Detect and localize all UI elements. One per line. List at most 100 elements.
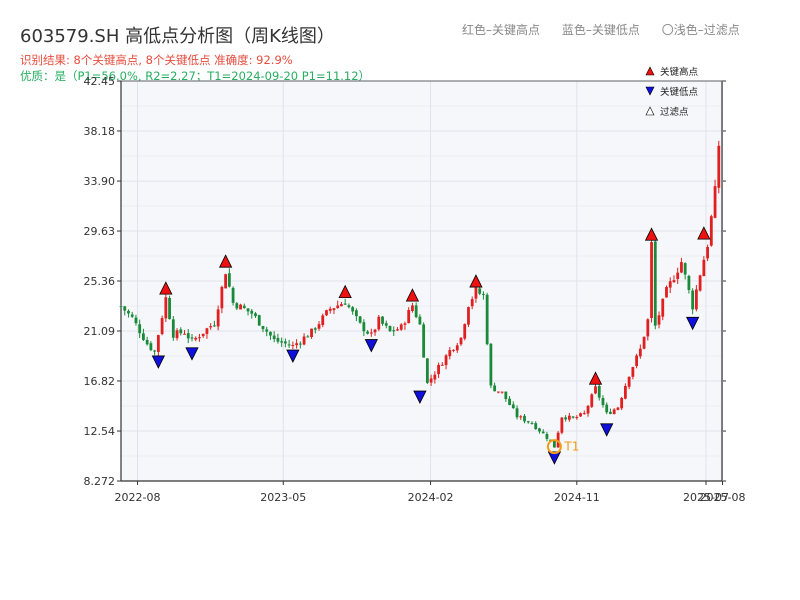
candle-body <box>164 297 168 319</box>
candle-body <box>407 310 411 324</box>
candle-body <box>399 324 403 330</box>
candle-body <box>560 417 564 433</box>
candle-body <box>231 287 235 303</box>
candle-body <box>586 405 590 414</box>
candle-body <box>717 145 721 188</box>
key-high-marker <box>405 288 420 302</box>
key-low-marker <box>286 349 300 363</box>
candle-body <box>138 324 142 334</box>
y-tick-label: 21.09 <box>84 325 116 338</box>
y-tick-label: 29.63 <box>84 225 116 238</box>
candle-body <box>171 319 175 338</box>
x-tick-label: 2022-08 <box>115 491 161 504</box>
candle-body <box>306 336 310 338</box>
color-legend: 红色–关键高点 蓝色–关键低点 〇浅色–过滤点 <box>462 21 758 38</box>
candle-body <box>145 339 149 345</box>
candle-body <box>186 333 190 339</box>
recognition-result: 识别结果: 8个关键高点, 8个关键低点 准确度: 92.9% <box>20 53 293 67</box>
candle-body <box>709 216 713 246</box>
candle-body <box>496 391 500 393</box>
candle-body <box>474 287 478 299</box>
candle-body <box>556 432 560 448</box>
candle-body <box>358 316 362 323</box>
candle-body <box>239 304 242 310</box>
x-tick-label: 2024-11 <box>554 491 600 504</box>
candle-body <box>201 333 205 337</box>
candle-body <box>123 306 127 311</box>
candle-body <box>485 294 489 345</box>
candle-body <box>579 413 582 417</box>
key-low-marker <box>151 355 166 369</box>
light-legend-text: 〇浅色–过滤点 <box>661 23 740 37</box>
candle-body <box>638 348 642 357</box>
key-high-marker <box>644 227 659 241</box>
candle-body <box>650 242 653 319</box>
candle-body <box>328 308 332 311</box>
candle-body <box>302 336 306 345</box>
candle-body <box>706 246 709 259</box>
candle-body <box>504 391 508 400</box>
key-low-marker <box>185 347 199 361</box>
y-tick-label: 8.272 <box>84 475 116 488</box>
candle-body <box>702 259 706 277</box>
candle-body <box>605 404 609 413</box>
candle-body <box>545 433 549 439</box>
key-high-marker <box>218 254 233 268</box>
candle-body <box>646 319 650 337</box>
candle-body <box>698 275 702 291</box>
candle-body <box>676 272 680 280</box>
candle-body <box>467 307 470 325</box>
candle-body <box>369 332 373 334</box>
candle-body <box>463 324 467 339</box>
candle-body <box>680 262 683 273</box>
candle-body <box>694 289 698 310</box>
candle-body <box>523 415 526 422</box>
quality-info: 优质：是（P1=56.0%, R2=2.27；T1=2024-09-20 P1=… <box>20 69 371 83</box>
candle-body <box>612 409 616 414</box>
candle-body <box>455 345 459 351</box>
candle-body <box>500 391 504 393</box>
candle-body <box>601 397 605 406</box>
candle-body <box>590 394 594 407</box>
candle-body <box>642 336 646 349</box>
candle-body <box>227 273 231 287</box>
candle-body <box>575 417 579 419</box>
candle-body <box>149 343 153 351</box>
candle-body <box>713 186 717 218</box>
key-high-marker <box>159 281 173 295</box>
candle-body <box>280 341 284 343</box>
candle-body <box>175 330 179 339</box>
candle-body <box>321 315 325 326</box>
candle-body <box>343 303 347 305</box>
candle-body <box>482 293 485 295</box>
candle-body <box>127 310 130 314</box>
key-low-marker <box>413 390 427 404</box>
candle-body <box>325 310 328 316</box>
candle-body <box>511 404 515 409</box>
candle-body <box>216 309 220 327</box>
candle-body <box>205 328 209 334</box>
candle-body <box>616 407 620 410</box>
candle-body <box>250 310 254 314</box>
y-tick-label: 38.18 <box>84 125 116 138</box>
candle-body <box>298 343 302 345</box>
y-tick-label: 25.36 <box>84 275 116 288</box>
candle-body <box>291 345 295 347</box>
candle-body <box>130 314 134 317</box>
candle-body <box>440 364 444 366</box>
candle-body <box>564 417 568 420</box>
candle-body <box>153 350 157 352</box>
candle-body <box>653 241 657 326</box>
candle-body <box>627 376 631 387</box>
key-low-marker <box>547 451 562 465</box>
candle-body <box>340 304 343 307</box>
x-tick-label: 2025-07 <box>683 491 729 504</box>
key-low-marker <box>600 423 614 437</box>
candle-body <box>134 317 138 324</box>
candle-body <box>194 337 198 340</box>
t1-label: T1 <box>563 440 579 454</box>
candle-body <box>336 305 340 309</box>
candle-body <box>687 275 691 291</box>
candle-body <box>276 337 280 342</box>
candle-body <box>156 335 160 352</box>
